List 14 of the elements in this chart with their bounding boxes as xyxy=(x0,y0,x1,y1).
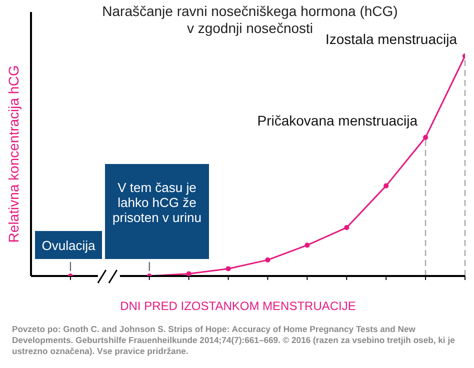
point xyxy=(344,225,350,230)
point xyxy=(304,242,310,248)
y-axis-title: Relativna koncentracija hCG xyxy=(6,65,22,243)
point xyxy=(384,183,389,188)
x-axis-title: DNI PRED IZOSTANKOM MENSTRUACIJE xyxy=(120,299,356,313)
text: Povzeto po: Gnoth C. and Johnson S. Strips of Hope: Accuracy of Home Pregnancy Tests and New Developments. Geburtshilfe Frauenheilkunde 2014;74(7):661–669. © 2016 (razen za vsebino tretjih oseb, ki je ustrezno označena). Vse pravice pridržane. xyxy=(12,324,456,357)
annotation: Pričakovana menstruacija xyxy=(257,112,418,128)
note-box: Ovulacija xyxy=(35,231,102,259)
point xyxy=(186,271,192,276)
text: Izostala menstruacija xyxy=(325,31,458,47)
point xyxy=(422,134,428,140)
note-box: V tem času je lahko hCG že prisoten v urinu xyxy=(105,164,209,259)
point xyxy=(226,266,231,272)
point xyxy=(265,257,270,262)
